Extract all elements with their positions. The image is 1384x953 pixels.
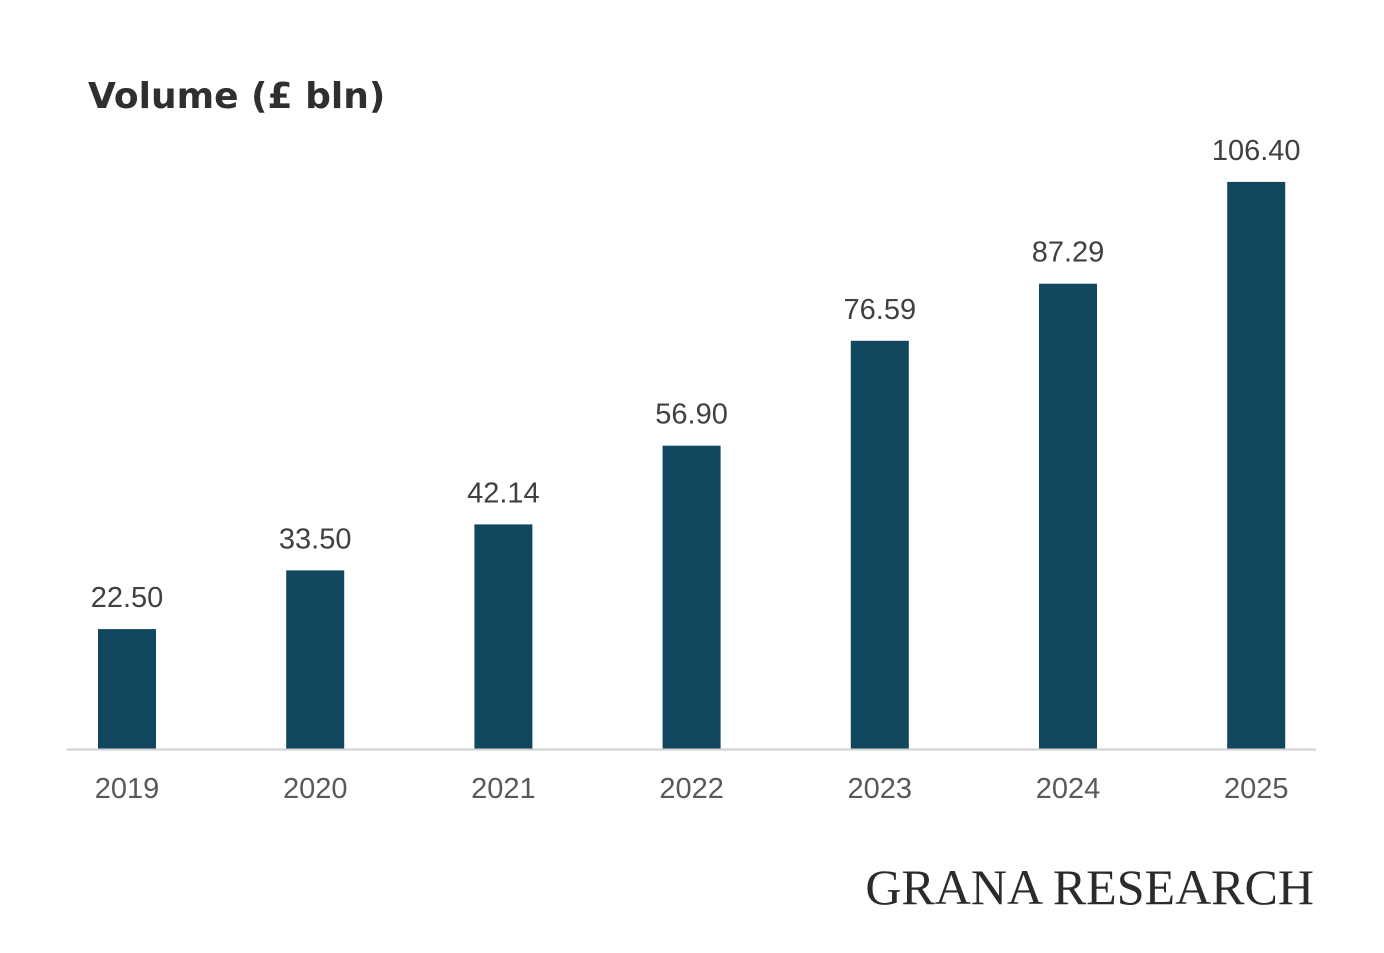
value-label-2023: 76.59 [844,294,917,326]
x-tick-2020: 2020 [283,773,348,805]
value-label-2020: 33.50 [279,523,352,555]
x-tick-2022: 2022 [659,773,724,805]
value-label-2025: 106.40 [1212,135,1301,167]
value-label-2022: 56.90 [655,399,728,431]
x-tick-2019: 2019 [95,773,160,805]
bar-2022 [662,445,721,749]
x-tick-2024: 2024 [1036,773,1101,805]
bar-2021 [474,524,533,749]
bar-2020 [286,570,345,749]
bar-2023 [850,340,909,749]
x-tick-2025: 2025 [1224,773,1289,805]
chart-title: Volume (£ bln) [88,76,386,117]
value-label-2024: 87.29 [1032,237,1105,269]
x-tick-labels-group: 2019 2020 2021 2022 2023 2024 2025 [95,773,1289,805]
value-labels-group: 22.50 33.50 42.14 56.90 76.59 87.29 106.40 [91,135,1301,614]
value-label-2021: 42.14 [467,477,540,509]
bar-2019 [98,629,156,749]
bars-group [98,181,1286,749]
bar-2025 [1227,181,1286,749]
value-label-2019: 22.50 [91,582,164,614]
x-tick-2023: 2023 [848,773,913,805]
bar-2024 [1039,283,1097,749]
x-tick-2021: 2021 [471,773,536,805]
grana-research-watermark: GRANA RESEARCH [865,859,1314,915]
